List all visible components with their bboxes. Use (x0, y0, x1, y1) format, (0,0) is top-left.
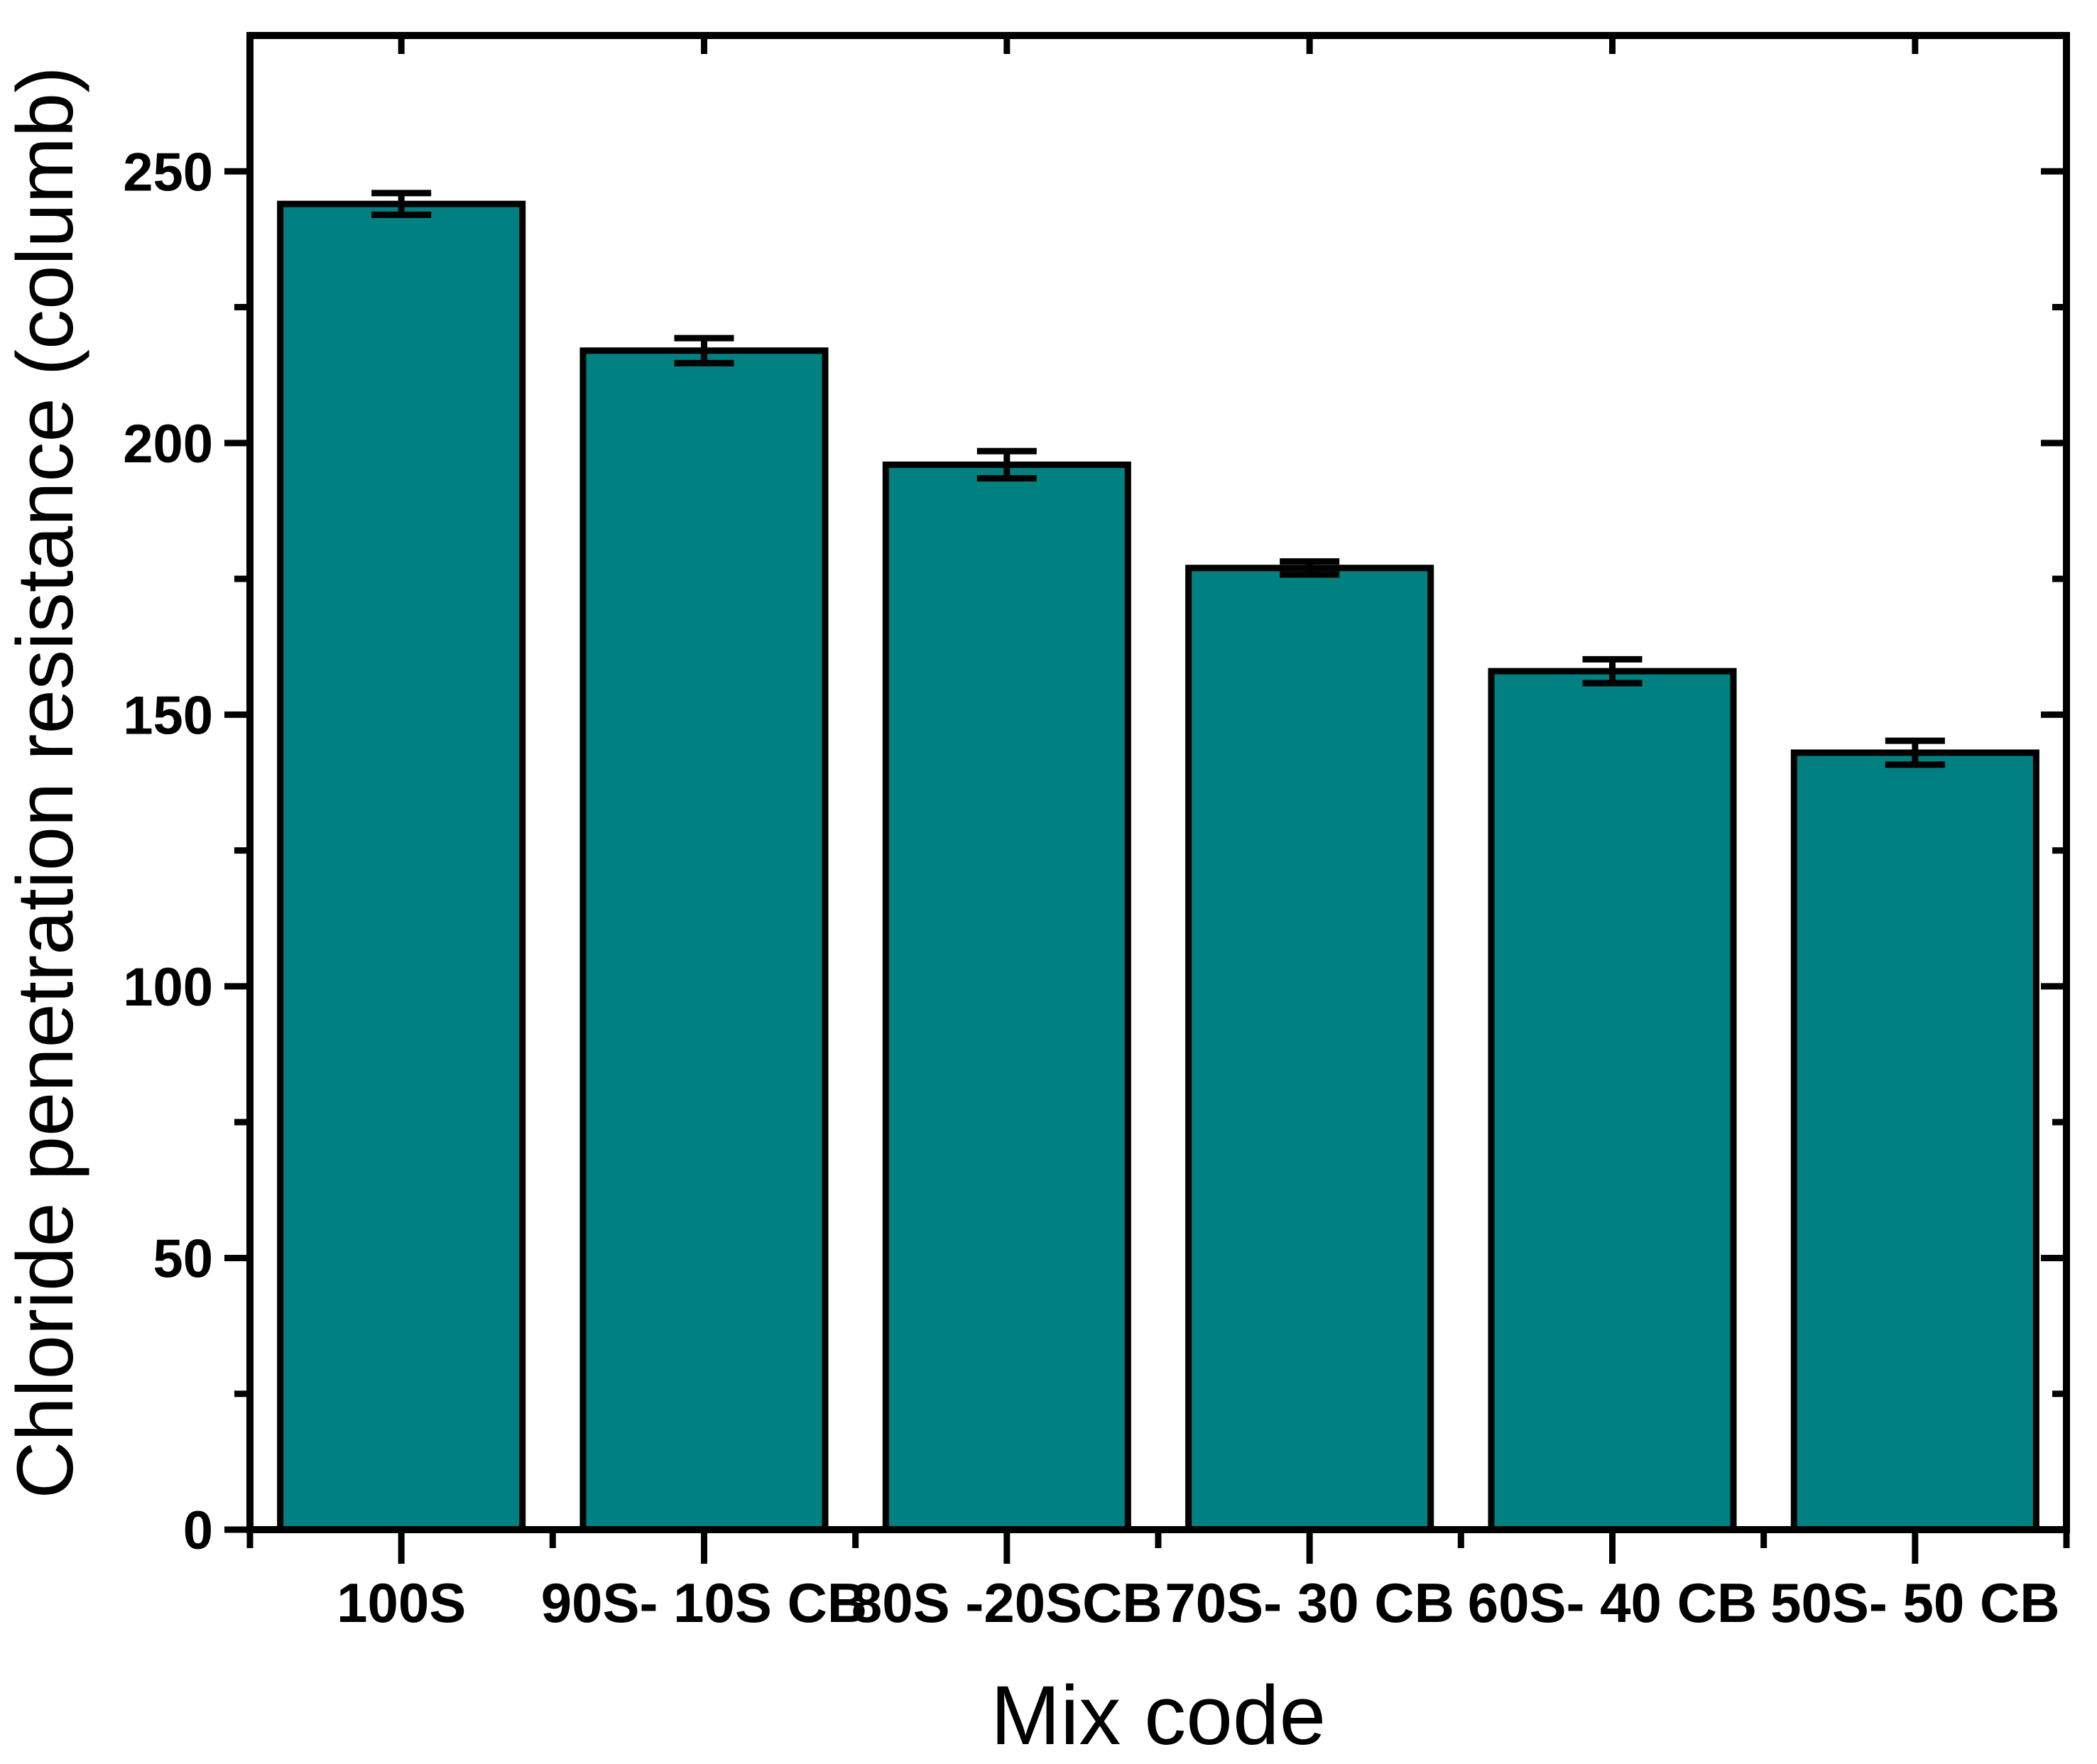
y-tick-label: 50 (153, 1229, 213, 1289)
x-tick-label: 100S (337, 1572, 466, 1634)
x-tick-label: 80S -20SCB (851, 1572, 1162, 1634)
x-tick-label: 90S- 10S CB (541, 1572, 868, 1634)
x-tick-label: 70S- 30 CB (1165, 1572, 1454, 1634)
bar (579, 347, 829, 1533)
y-tick-label: 0 (183, 1501, 213, 1561)
x-tick-label: 50S- 50 CB (1770, 1572, 2060, 1634)
x-tick-label: 60S- 40 CB (1468, 1572, 1758, 1634)
y-axis-title: Chloride penetration resistance (columb) (1, 67, 89, 1499)
y-tick-label: 150 (123, 685, 213, 746)
y-tick-label: 200 (123, 414, 213, 474)
bar (1185, 565, 1434, 1533)
y-tick-label: 100 (123, 957, 213, 1018)
x-axis-title: Mix code (991, 1669, 1326, 1763)
y-tick-label: 250 (123, 142, 213, 202)
bar (1790, 749, 2039, 1533)
bar (882, 461, 1131, 1533)
bar (1488, 668, 1737, 1533)
bar (277, 200, 526, 1533)
